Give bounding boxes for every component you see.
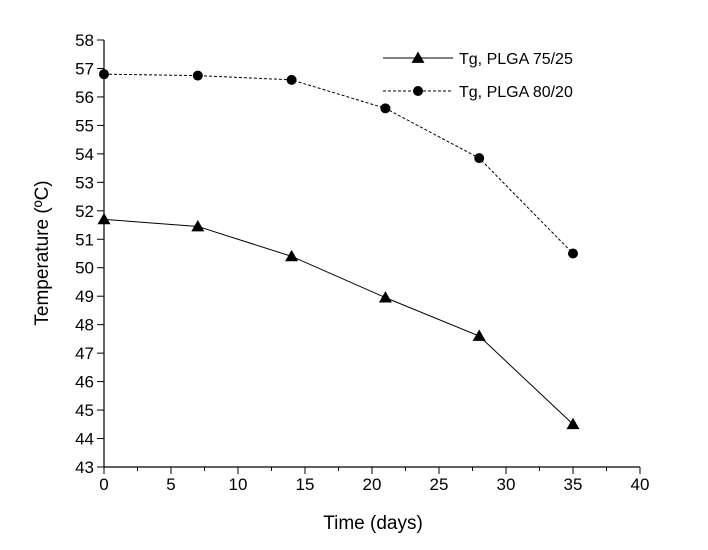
y-tick-label: 48: [75, 316, 94, 335]
triangle-marker: [97, 212, 111, 225]
series-2: [99, 69, 578, 259]
y-tick-label: 53: [75, 173, 94, 192]
y-tick-label: 47: [75, 344, 94, 363]
legend-circle-icon: [413, 86, 423, 96]
series-line: [103, 73, 574, 254]
y-tick-label: 54: [75, 145, 94, 164]
x-tick-label: 40: [631, 475, 650, 494]
y-tick-label: 55: [75, 116, 94, 135]
y-tick-label: 49: [75, 287, 94, 306]
y-tick-label: 58: [75, 31, 94, 50]
triangle-marker: [472, 329, 486, 341]
x-tick-label: 5: [166, 475, 175, 494]
legend: Tg, PLGA 75/25 Tg, PLGA 80/20: [383, 51, 573, 101]
circle-marker: [380, 103, 391, 114]
x-tick-label: 20: [363, 475, 382, 494]
y-tick-label: 43: [75, 458, 94, 477]
y-axis: 43 44 45 46 47 48 49 50 51 52 53 54 55 56 57 58: [75, 31, 104, 477]
series-line: [103, 218, 574, 425]
triangle-marker: [285, 249, 299, 262]
y-axis-title: Temperature (ºC): [32, 180, 53, 325]
triangle-marker: [191, 219, 205, 232]
legend-item: Tg, PLGA 80/20: [383, 84, 573, 101]
x-tick-label: 25: [430, 475, 449, 494]
circle-marker: [474, 153, 485, 164]
y-tick-label: 56: [75, 88, 94, 107]
y-tick-label: 44: [75, 430, 94, 449]
x-tick-label: 35: [564, 475, 583, 494]
y-tick-label: 45: [75, 401, 94, 420]
circle-marker: [99, 69, 109, 80]
circle-marker: [286, 74, 297, 85]
y-tick-label: 57: [75, 59, 94, 78]
legend-item: Tg, PLGA 75/25: [383, 51, 573, 68]
x-tick-label: 15: [296, 475, 315, 494]
legend-label: Tg, PLGA 80/20: [459, 84, 573, 101]
legend-label: Tg, PLGA 75/25: [459, 51, 573, 68]
y-tick-label: 50: [75, 259, 94, 278]
circle-marker: [192, 70, 203, 81]
x-tick-label: 0: [99, 475, 108, 494]
series-layer: [97, 69, 580, 430]
triangle-marker: [566, 417, 580, 430]
legend-triangle-icon: [411, 51, 425, 63]
y-tick-label: 46: [75, 373, 94, 392]
x-axis: 0 5 10 15 20 25 30 35 40: [99, 467, 649, 494]
circle-marker: [568, 248, 578, 259]
y-tick-label: 51: [75, 230, 94, 249]
x-axis-title: Time (days): [323, 513, 423, 534]
x-tick-label: 10: [229, 475, 248, 494]
y-tick-label: 52: [75, 202, 94, 221]
series-1: [97, 212, 580, 430]
x-tick-label: 30: [497, 475, 516, 494]
triangle-marker: [378, 291, 392, 303]
